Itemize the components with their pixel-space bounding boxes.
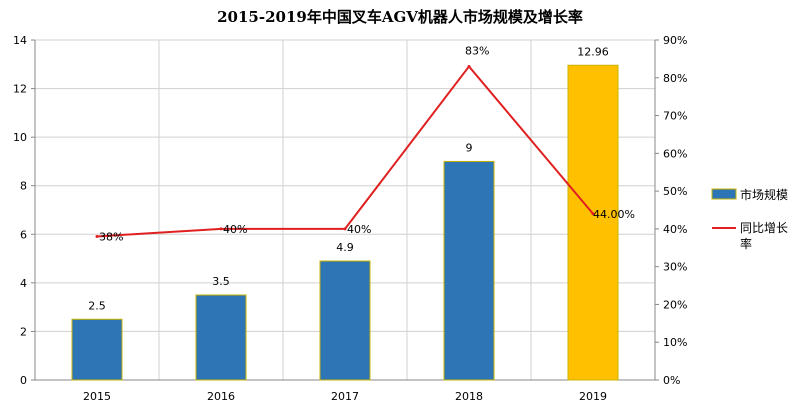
y-right-tick-label: 0% bbox=[663, 374, 680, 387]
line-point bbox=[343, 227, 347, 231]
y-right-tick-label: 60% bbox=[663, 147, 687, 160]
line-point bbox=[219, 227, 223, 231]
y-right-tick-label: 30% bbox=[663, 261, 687, 274]
x-tick-label: 2016 bbox=[207, 390, 235, 403]
y-right-tick-label: 20% bbox=[663, 298, 687, 311]
x-tick-label: 2019 bbox=[579, 390, 607, 403]
y-left-tick-label: 10 bbox=[13, 131, 27, 144]
bar-data-label: 4.9 bbox=[336, 241, 354, 254]
chart-title: 2015-2019年中国叉车AGV机器人市场规模及增长率 bbox=[217, 8, 583, 26]
x-tick-label: 2015 bbox=[83, 390, 111, 403]
growth-rate-line bbox=[96, 64, 594, 238]
legend-swatch-bar bbox=[711, 188, 737, 200]
y-left-tick-label: 0 bbox=[20, 374, 27, 387]
bar bbox=[567, 64, 619, 381]
y-left-tick-label: 8 bbox=[20, 180, 27, 193]
y-left-tick-label: 6 bbox=[20, 228, 27, 241]
line-data-label: 44.00% bbox=[593, 208, 635, 221]
line-point bbox=[95, 234, 99, 238]
x-tick-label: 2017 bbox=[331, 390, 359, 403]
y-right-tick-label: 70% bbox=[663, 110, 687, 123]
y-right-tick-label: 40% bbox=[663, 223, 687, 236]
line-data-label: 38% bbox=[99, 230, 123, 243]
y-right-tick-label: 80% bbox=[663, 72, 687, 85]
line-data-label: 40% bbox=[347, 223, 371, 236]
legend-label-line-cont: 率 bbox=[740, 236, 752, 251]
legend-label-bar: 市场规模 bbox=[740, 187, 788, 202]
bar-data-label: 2.5 bbox=[88, 299, 106, 312]
y-right-tick-label: 90% bbox=[663, 34, 687, 47]
x-tick-label: 2018 bbox=[455, 390, 483, 403]
legend-label-line: 同比增长 bbox=[740, 221, 788, 235]
bar bbox=[71, 318, 123, 381]
bar-data-label: 12.96 bbox=[577, 45, 609, 58]
bar bbox=[319, 260, 371, 381]
line-data-label: 40% bbox=[223, 223, 247, 236]
bar-data-label: 3.5 bbox=[212, 275, 230, 288]
y-right-tick-label: 10% bbox=[663, 336, 687, 349]
y-left-tick-label: 4 bbox=[20, 277, 27, 290]
y-left-tick-label: 12 bbox=[13, 83, 27, 96]
bar-data-label: 9 bbox=[466, 141, 473, 154]
y-left-tick-label: 2 bbox=[20, 325, 27, 338]
y-left-tick-label: 14 bbox=[13, 34, 27, 47]
bar bbox=[443, 160, 495, 381]
line-point bbox=[591, 212, 595, 216]
y-right-tick-label: 50% bbox=[663, 185, 687, 198]
line-data-label: 83% bbox=[465, 44, 489, 57]
line-point bbox=[467, 64, 471, 68]
bar bbox=[195, 294, 247, 381]
